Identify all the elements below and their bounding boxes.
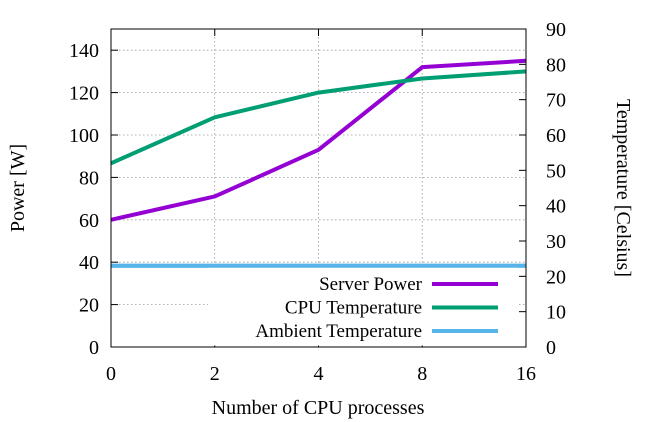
legend-label: CPU Temperature <box>285 298 422 319</box>
series-line-cpu-temperature <box>110 69 527 166</box>
y-left-tick-label: 100 <box>69 125 99 147</box>
y-right-tick-label: 40 <box>546 196 566 218</box>
legend-label: Server Power <box>319 274 423 295</box>
x-axis-title: Number of CPU processes <box>212 397 425 419</box>
y-right-tick-label: 50 <box>546 160 566 182</box>
y-right-tick-label: 70 <box>546 90 566 112</box>
y-right-tick-label: 60 <box>546 125 566 147</box>
y-left-tick-label: 0 <box>89 337 99 359</box>
y-right-tick-label: 90 <box>546 19 566 41</box>
x-tick-label: 0 <box>106 363 116 385</box>
y-left-tick-label: 120 <box>69 83 99 105</box>
y-right-tick-label: 0 <box>546 337 556 359</box>
y-left-tick-label: 60 <box>79 210 99 232</box>
y-left-tick-label: 80 <box>79 167 99 189</box>
y-axis-left-title: Power [W] <box>7 144 29 232</box>
y-right-tick-label: 30 <box>546 231 566 253</box>
x-tick-label: 2 <box>210 363 220 385</box>
y-right-tick-label: 10 <box>546 302 566 324</box>
y-right-tick-label: 80 <box>546 54 566 76</box>
y-right-tick-label: 20 <box>546 266 566 288</box>
x-tick-label: 8 <box>417 363 427 385</box>
x-tick-label: 4 <box>314 363 324 385</box>
plot-frame <box>110 28 527 348</box>
y-axis-right-title: Temperature [Celsius] <box>612 99 634 277</box>
series-lines <box>110 58 527 268</box>
legend-label: Ambient Temperature <box>255 321 422 342</box>
y-left-tick-label: 40 <box>79 252 99 274</box>
x-tick-label: 16 <box>516 363 536 385</box>
y-left-tick-label: 20 <box>79 295 99 317</box>
tick-labels: 0 2 4 8 16 0 20 40 60 80 100 120 140 0 10 20 30 40 50 60 70 8… <box>69 19 566 385</box>
y-left-tick-label: 140 <box>69 40 99 62</box>
series-line-server-power <box>110 58 527 222</box>
